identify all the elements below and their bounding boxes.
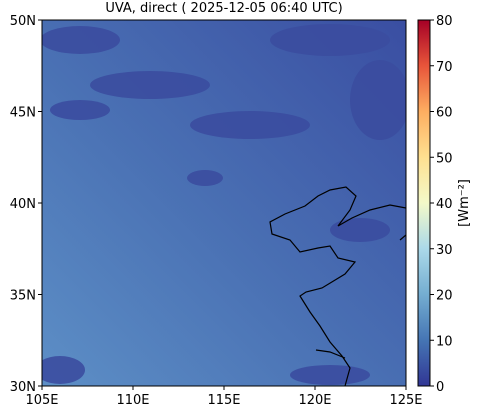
colorbar-tick-label: 60 bbox=[436, 106, 453, 121]
colorbar-label: [Wm⁻²] bbox=[457, 179, 472, 227]
y-tick-label: 40N bbox=[10, 197, 36, 212]
colorbar-tick-label: 20 bbox=[436, 289, 453, 304]
colorbar-tick-label: 80 bbox=[436, 14, 453, 29]
x-tick-label: 105E bbox=[25, 393, 58, 408]
y-tick-label: 50N bbox=[10, 14, 36, 29]
colorbar-tick-label: 40 bbox=[436, 197, 453, 212]
colorbar-tick-label: 0 bbox=[436, 380, 444, 395]
colorbar-tick-label: 50 bbox=[436, 151, 453, 166]
y-tick-label: 45N bbox=[10, 106, 36, 121]
colorbar-tick-label: 30 bbox=[436, 243, 453, 258]
x-tick-label: 110E bbox=[116, 393, 149, 408]
chart-title: UVA, direct ( 2025-12-05 06:40 UTC) bbox=[105, 1, 342, 16]
y-tick-label: 35N bbox=[10, 289, 36, 304]
colorbar-tick-label: 70 bbox=[436, 60, 453, 75]
x-tick-label: 120E bbox=[298, 393, 331, 408]
colorbar-tick-label: 10 bbox=[436, 334, 453, 349]
colorbar bbox=[417, 19, 431, 387]
x-tick-label: 115E bbox=[207, 393, 240, 408]
y-tick-label: 30N bbox=[10, 380, 36, 395]
map-field bbox=[42, 20, 406, 386]
x-tick-label: 125E bbox=[389, 393, 422, 408]
